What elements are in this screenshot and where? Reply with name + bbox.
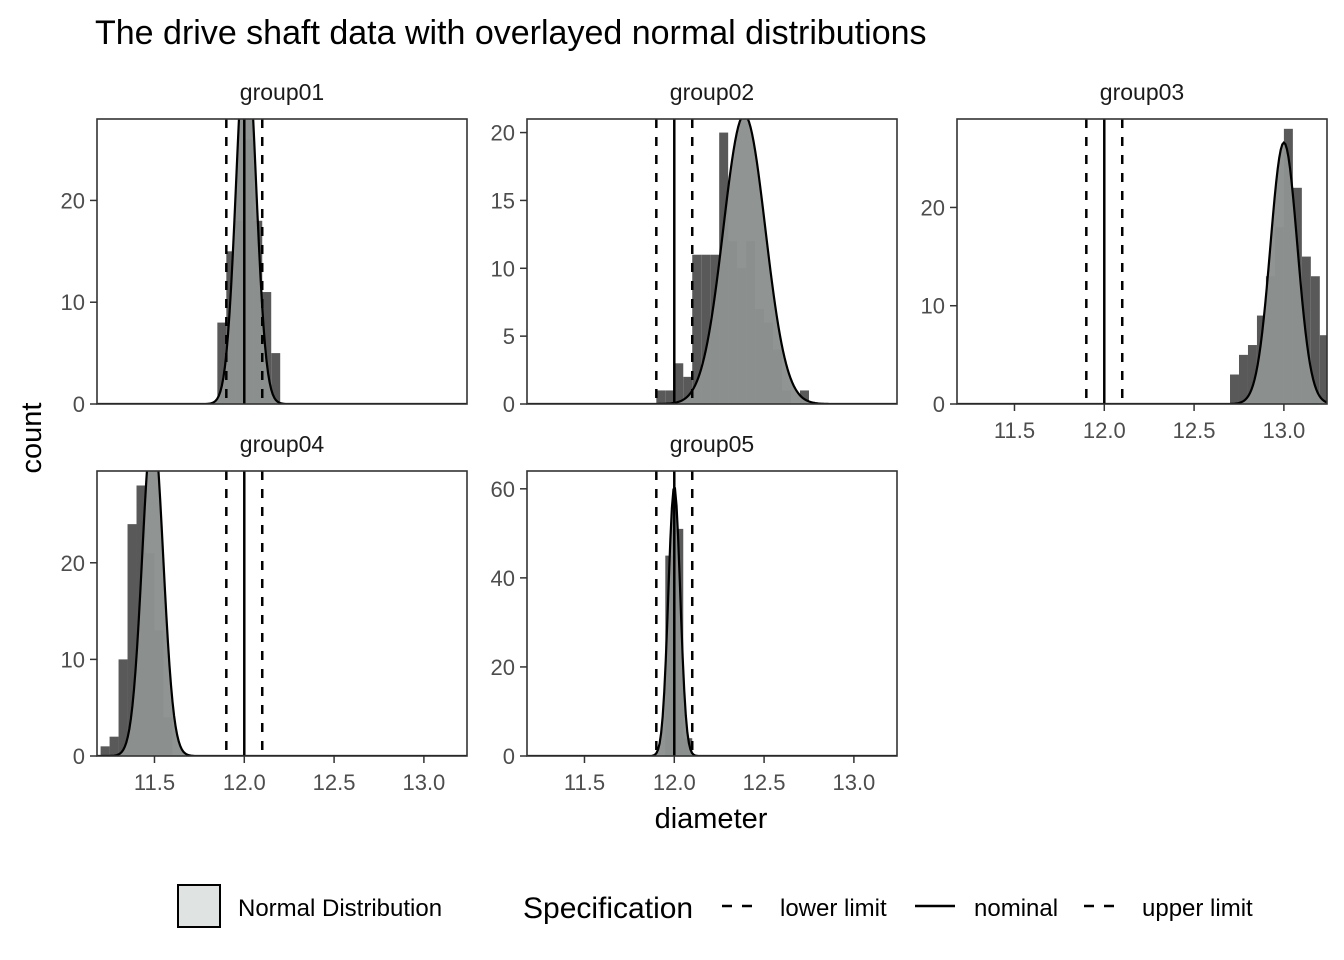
- y-tick-label: 60: [491, 477, 515, 502]
- histogram-bar: [683, 376, 693, 404]
- panel-border: [526, 470, 898, 757]
- strip-label-group05: group05: [670, 431, 754, 457]
- y-tick-label: 0: [503, 744, 515, 769]
- histogram-bar: [109, 736, 119, 756]
- legend-upper-limit-label: upper limit: [1142, 895, 1253, 922]
- normal-density-curve: [97, 471, 467, 756]
- histogram-bar: [1310, 276, 1320, 404]
- y-tick-label: 15: [491, 188, 515, 213]
- legend-lower-limit-label: lower limit: [780, 895, 887, 922]
- x-axis-title: diameter: [655, 803, 768, 835]
- legend-nominal-label: nominal: [974, 895, 1058, 922]
- histogram-bar: [1319, 335, 1327, 404]
- histogram-bar: [127, 524, 137, 756]
- facet-panel-group03: group03 0 10 20 11.5 12.0 12.5 13.0: [921, 79, 1328, 443]
- y-tick-label: 0: [933, 392, 945, 417]
- legend-normal-label: Normal Distribution: [238, 895, 442, 922]
- histogram-bar: [118, 659, 128, 756]
- x-tick-label: 11.5: [134, 770, 175, 795]
- legend-spec-title: Specification: [523, 892, 693, 925]
- plot-area: [957, 119, 1327, 404]
- y-tick-label: 10: [61, 290, 85, 315]
- histogram-bar: [1230, 374, 1239, 404]
- histogram-bar: [100, 746, 110, 756]
- normal-density-area: [527, 488, 897, 756]
- x-tick-label: 12.5: [313, 770, 356, 795]
- facet-panel-group02: group02 0 5 10 15 20: [491, 79, 898, 417]
- histogram-bar: [665, 390, 675, 404]
- panel-border: [956, 118, 1328, 405]
- plot-area: [527, 119, 897, 404]
- chart-title: The drive shaft data with overlayed norm…: [95, 14, 927, 52]
- y-tick-label: 20: [61, 188, 85, 213]
- y-tick-label: 0: [503, 392, 515, 417]
- y-tick-label: 20: [61, 551, 85, 576]
- normal-density-area: [527, 119, 897, 404]
- y-tick-label: 20: [491, 121, 515, 146]
- y-axis-title: count: [16, 403, 48, 474]
- x-tick-label: 12.0: [653, 770, 696, 795]
- y-tick-label: 10: [61, 647, 85, 672]
- histogram-bar: [800, 390, 809, 404]
- normal-density-area: [957, 142, 1327, 404]
- strip-label-group02: group02: [670, 79, 754, 105]
- normal-density-curve: [957, 140, 1327, 404]
- y-tick-label: 0: [73, 744, 85, 769]
- facet-panel-group05: group05 0 20 40 60 11.5 12.0 12.5 13.0: [491, 431, 898, 795]
- normal-density-curve: [527, 487, 897, 756]
- y-tick-label: 5: [503, 324, 515, 349]
- panel-border: [96, 118, 468, 405]
- y-tick-label: 10: [921, 294, 945, 319]
- facet-panels: group01 0 10 20 group02 0 5 10 15 20 group03 0 10 20 1…: [61, 79, 1328, 795]
- strip-label-group04: group04: [240, 431, 325, 457]
- y-tick-label: 40: [491, 566, 515, 591]
- y-tick-label: 0: [73, 392, 85, 417]
- histogram-bar: [701, 254, 711, 404]
- histogram-bar: [656, 390, 666, 404]
- x-tick-label: 12.0: [1083, 418, 1126, 443]
- x-tick-label: 11.5: [994, 418, 1035, 443]
- histogram-bar: [1238, 354, 1248, 404]
- panel-border: [526, 118, 898, 405]
- histogram-bar: [262, 292, 272, 404]
- histogram-bar: [1247, 345, 1257, 404]
- facet-panel-group04: group04 0 10 20 11.5 12.0 12.5 13.0: [61, 431, 468, 795]
- x-tick-label: 12.0: [223, 770, 266, 795]
- histogram-bar: [217, 322, 227, 404]
- y-tick-label: 10: [491, 256, 515, 281]
- normal-density-area: [97, 471, 467, 756]
- plot-area: [527, 471, 897, 756]
- x-tick-label: 12.5: [743, 770, 786, 795]
- x-tick-label: 12.5: [1173, 418, 1216, 443]
- y-tick-label: 20: [491, 655, 515, 680]
- facet-panel-group01: group01 0 10 20: [61, 79, 468, 417]
- histogram-bar: [692, 254, 702, 404]
- legend: Normal Distribution Specification lower …: [177, 884, 1253, 928]
- x-tick-label: 13.0: [1262, 418, 1305, 443]
- histogram-bar: [674, 363, 684, 404]
- plot-area: [97, 471, 467, 756]
- histogram-bar: [271, 353, 281, 404]
- panel-border: [96, 470, 468, 757]
- x-tick-label: 11.5: [564, 770, 605, 795]
- y-tick-label: 20: [921, 195, 945, 220]
- x-tick-label: 13.0: [832, 770, 875, 795]
- x-tick-label: 13.0: [402, 770, 445, 795]
- strip-label-group01: group01: [240, 79, 324, 105]
- strip-label-group03: group03: [1100, 79, 1184, 105]
- legend-normal-swatch: [177, 884, 221, 928]
